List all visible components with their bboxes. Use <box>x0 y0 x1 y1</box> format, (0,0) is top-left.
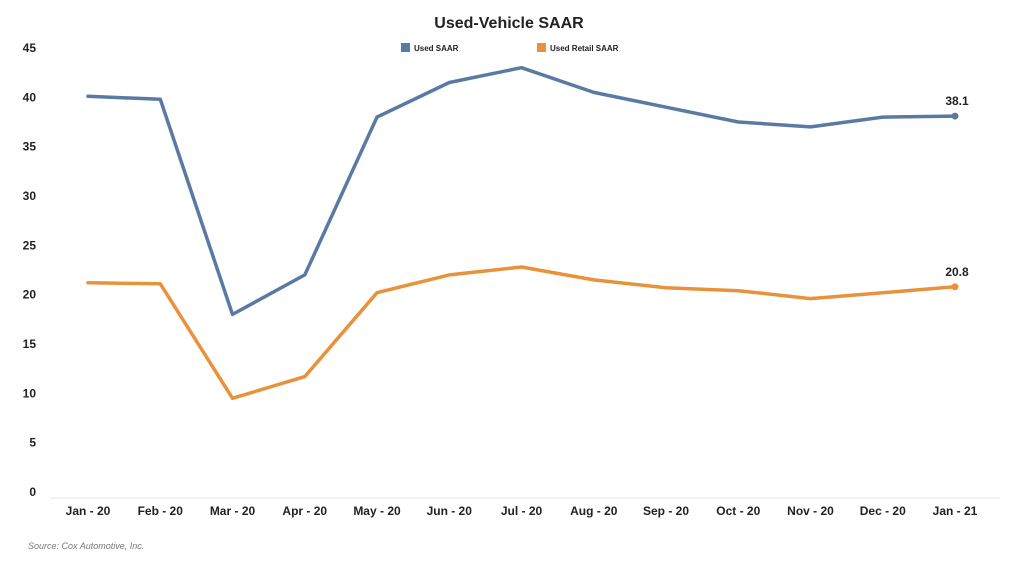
y-tick-label: 35 <box>23 140 37 154</box>
x-tick-label: Feb - 20 <box>138 504 184 518</box>
legend-swatch <box>401 43 410 52</box>
series-end-point <box>951 112 959 120</box>
y-tick-label: 25 <box>23 238 37 252</box>
x-tick-label: Jul - 20 <box>501 504 543 518</box>
series-end-point <box>951 283 959 291</box>
y-tick-label: 20 <box>23 288 37 302</box>
chart-title: Used-Vehicle SAAR <box>434 15 584 32</box>
x-tick-label: Mar - 20 <box>210 504 256 518</box>
series-layer: 38.1 20.8 <box>86 65 969 401</box>
x-tick-label: Nov - 20 <box>787 504 834 518</box>
y-tick-label: 30 <box>23 189 37 203</box>
series-line <box>86 65 957 317</box>
x-tick-label: Apr - 20 <box>282 504 327 518</box>
x-tick-label: Aug - 20 <box>570 504 618 518</box>
x-tick-label: Jan - 21 <box>933 504 978 518</box>
y-tick-label: 5 <box>29 436 36 450</box>
legend-swatch <box>537 43 546 52</box>
y-tick-label: 45 <box>23 41 37 55</box>
y-tick-label: 10 <box>23 386 37 400</box>
y-tick-label: 0 <box>29 485 36 499</box>
data-label: 20.8 <box>945 265 969 279</box>
legend-label: Used Retail SAAR <box>550 44 619 53</box>
x-axis: Jan - 20 Feb - 20 Mar - 20 Apr - 20 May - 20… <box>66 504 978 518</box>
legend-label: Used SAAR <box>414 44 459 53</box>
x-tick-label: Sep - 20 <box>643 504 689 518</box>
y-tick-label: 15 <box>23 337 37 351</box>
x-tick-label: Dec - 20 <box>860 504 906 518</box>
x-tick-label: Jun - 20 <box>427 504 473 518</box>
x-tick-label: May - 20 <box>353 504 401 518</box>
source-note: Source: Cox Automotive, Inc. <box>28 541 144 551</box>
legend: Used SAAR Used Retail SAAR <box>401 43 619 53</box>
y-axis: 0 5 10 15 20 25 30 35 40 45 <box>23 41 37 499</box>
data-label: 38.1 <box>945 94 969 108</box>
series-line <box>86 265 957 401</box>
x-tick-label: Jan - 20 <box>66 504 111 518</box>
y-tick-label: 40 <box>23 90 37 104</box>
x-tick-label: Oct - 20 <box>716 504 760 518</box>
